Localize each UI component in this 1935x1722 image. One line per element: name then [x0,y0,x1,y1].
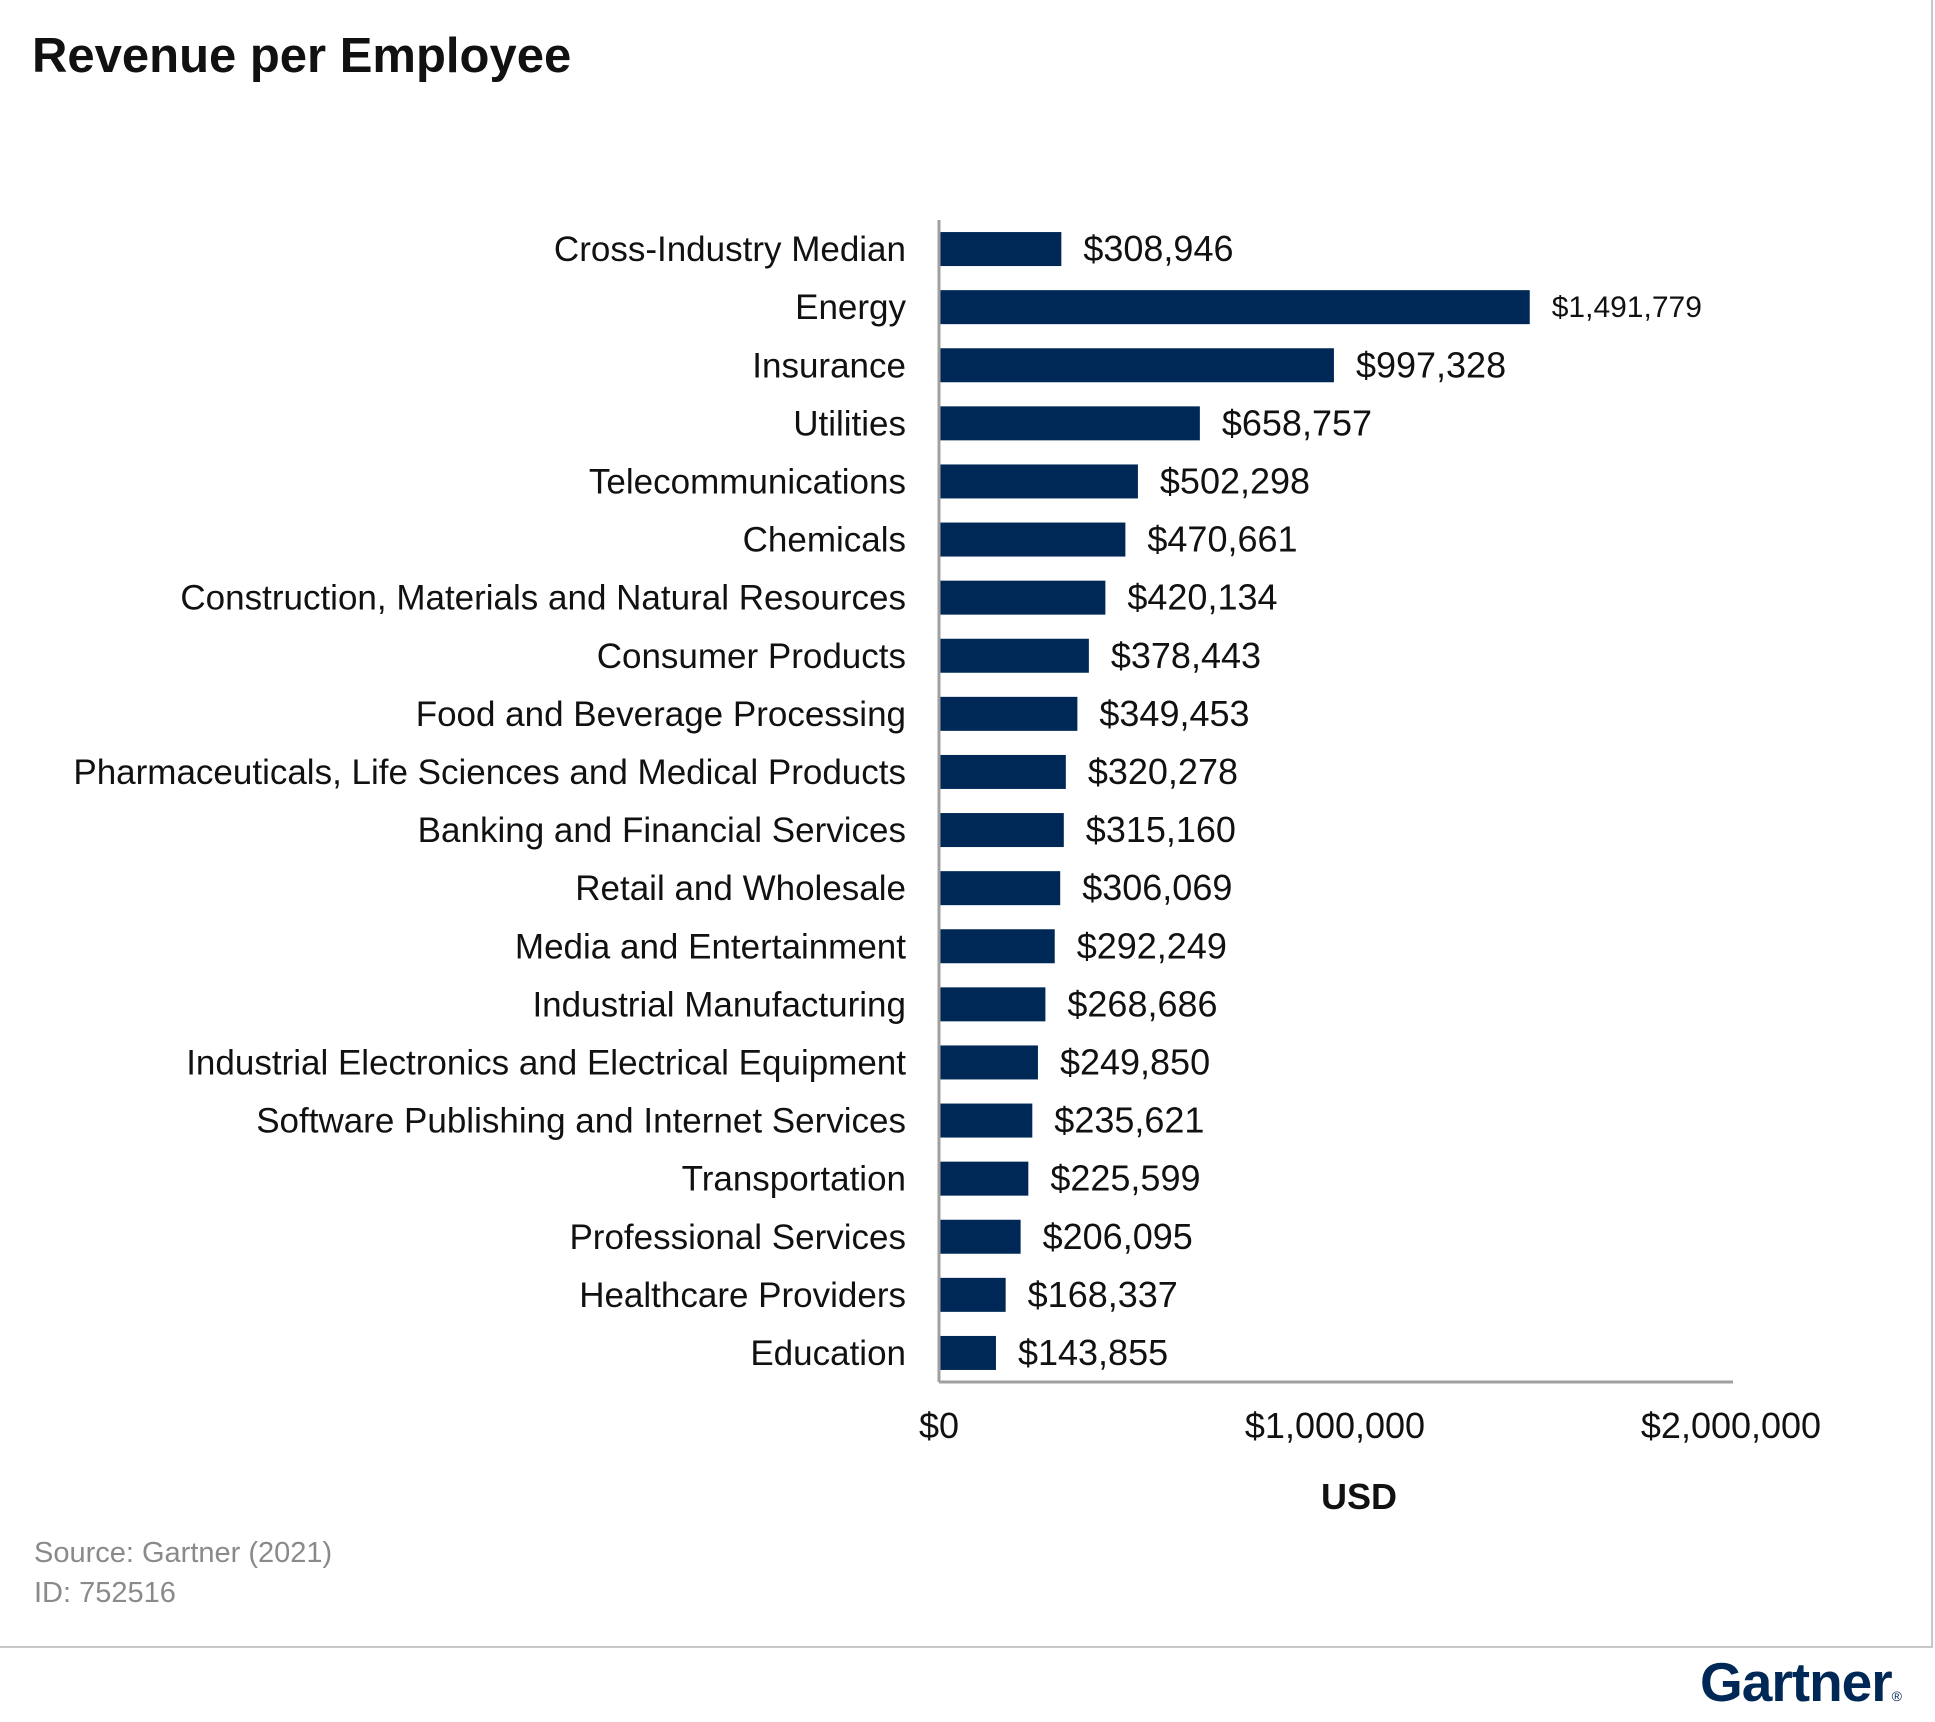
category-label: Telecommunications [589,462,906,501]
bar [940,522,1126,557]
chart-frame [0,0,1933,1648]
category-label: Software Publishing and Internet Service… [256,1102,906,1141]
data-label: $168,337 [1028,1274,1178,1315]
category-label: Construction, Materials and Natural Reso… [180,579,906,618]
bar [940,813,1064,848]
bar [940,232,1062,267]
data-label: $349,453 [1099,693,1249,734]
source-note: Source: Gartner (2021) ID: 752516 [34,1533,332,1613]
category-label: Consumer Products [597,637,906,676]
category-label: Transportation [682,1160,906,1199]
bar [940,871,1061,906]
data-label: $206,095 [1043,1216,1193,1257]
category-label: Energy [795,288,906,327]
chart-title: Revenue per Employee [32,29,572,83]
category-label: Chemicals [743,521,906,560]
category-labels-layer: Cross-Industry Median Energy Insurance Util… [73,230,906,1373]
data-label: $1,491,779 [1552,291,1702,324]
category-label: Education [750,1334,906,1373]
data-label: $306,069 [1082,867,1232,908]
data-label: $502,298 [1160,460,1310,501]
bar [940,464,1138,499]
bar [940,987,1046,1022]
data-label: $225,599 [1050,1158,1200,1199]
category-label: Insurance [752,346,906,385]
figure-id: ID: 752516 [34,1577,176,1609]
x-tick-label: $2,000,000 [1641,1405,1821,1446]
bar [940,1277,1006,1312]
bar [940,406,1200,441]
data-label: $997,328 [1356,344,1506,385]
gartner-logo: Gartner® [1699,1650,1902,1714]
bar [940,696,1078,731]
x-tick-labels-layer: $0 $1,000,000 $2,000,000 [919,1405,1821,1446]
data-label: $470,661 [1147,519,1297,560]
data-label: $658,757 [1222,402,1372,443]
data-label: $315,160 [1086,809,1236,850]
data-label: $320,278 [1088,751,1238,792]
bars-layer [940,232,1530,1370]
data-labels-layer: $308,946 $1,491,779 $997,328 $658,757 $502,2… [1018,228,1702,1373]
category-label: Industrial Electronics and Electrical Eq… [186,1043,906,1082]
x-tick-label: $1,000,000 [1245,1405,1425,1446]
data-label: $268,686 [1067,983,1217,1024]
data-label: $235,621 [1054,1100,1204,1141]
data-label: $249,850 [1060,1041,1210,1082]
category-label: Healthcare Providers [579,1276,906,1315]
bar [940,1335,996,1370]
category-label: Banking and Financial Services [418,811,906,850]
bar [940,1045,1038,1080]
bar [940,754,1066,789]
logo-text: Gartner [1699,1651,1893,1713]
category-label: Professional Services [569,1218,906,1257]
bar [940,290,1530,325]
data-label: $420,134 [1127,577,1277,618]
bar-chart: Cross-Industry Median Energy Insurance Util… [73,220,1821,1517]
category-label: Industrial Manufacturing [532,985,906,1024]
category-label: Retail and Wholesale [575,869,906,908]
x-axis-title: USD [1321,1476,1397,1517]
category-label: Utilities [793,404,906,443]
bar [940,1219,1021,1254]
bar [940,348,1334,383]
category-label: Food and Beverage Processing [416,695,906,734]
registered-mark: ® [1891,1688,1902,1704]
data-label: $308,946 [1083,228,1233,269]
bar [940,638,1089,673]
source-text: Source: Gartner (2021) [34,1537,333,1569]
category-label: Cross-Industry Median [554,230,906,269]
bar [940,929,1055,964]
data-label: $292,249 [1077,925,1227,966]
bar [940,580,1106,615]
bar [940,1161,1029,1196]
bar [940,1103,1033,1138]
category-label: Pharmaceuticals, Life Sciences and Medic… [73,753,906,792]
data-label: $143,855 [1018,1332,1168,1373]
data-label: $378,443 [1111,635,1261,676]
x-tick-label: $0 [919,1405,959,1446]
category-label: Media and Entertainment [515,927,906,966]
